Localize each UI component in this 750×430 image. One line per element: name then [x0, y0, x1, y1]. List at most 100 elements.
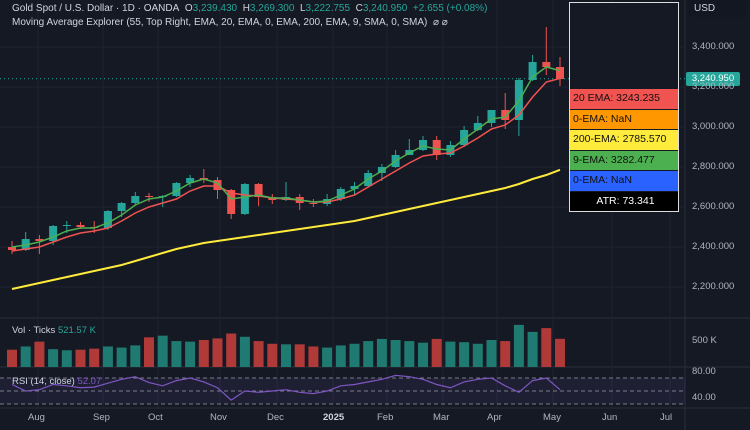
price-axis-tick: 3,400.000 — [692, 41, 735, 52]
candle-body — [487, 110, 496, 123]
volume-bar — [486, 340, 497, 367]
candle-body — [117, 203, 126, 211]
table-row: 0-EMA: NaN — [570, 108, 678, 129]
candle-body — [35, 239, 44, 241]
time-axis-tick: Jul — [660, 412, 673, 423]
candle-body — [336, 189, 345, 199]
volume-bar — [322, 347, 333, 367]
high-value: 3,269.300 — [249, 3, 295, 14]
ema200-line — [11, 168, 561, 290]
time-axis-tick: Feb — [377, 412, 394, 423]
volume-bar — [20, 346, 31, 367]
candle-body — [8, 247, 16, 250]
low-value: 3,222.755 — [305, 3, 351, 14]
volume-bar — [363, 341, 374, 367]
volume-bar — [472, 343, 483, 367]
table-header — [570, 3, 678, 88]
candle-body — [501, 110, 510, 120]
volume-bar — [376, 338, 387, 367]
volume-bar — [335, 345, 346, 367]
rsi-axis-tick: 40.00 — [692, 392, 716, 403]
volume-bar — [48, 349, 59, 367]
candle-body — [145, 196, 153, 197]
rsi-line — [11, 374, 561, 401]
candle-body — [49, 226, 58, 241]
time-axis-tick: Aug — [28, 412, 45, 423]
symbol-title: Gold Spot / U.S. Dollar · 1D · OANDA — [12, 3, 180, 14]
currency-button[interactable]: USD — [688, 0, 746, 17]
volume-axis-tick: 500 K — [692, 335, 717, 346]
volume-bar — [404, 341, 415, 367]
volume-bar — [294, 344, 305, 367]
candle-body — [76, 225, 85, 227]
volume-bar — [527, 331, 538, 367]
volume-bar — [212, 338, 223, 367]
volume-bar — [89, 348, 100, 367]
volume-bar — [239, 336, 250, 367]
candle-body — [556, 67, 564, 79]
candle-body — [254, 184, 263, 197]
price-axis-tick: 2,800.000 — [692, 161, 735, 172]
price-axis-tick: 2,200.000 — [692, 281, 735, 292]
candle-body — [213, 180, 222, 190]
volume-bar — [130, 345, 141, 367]
volume-bar — [445, 341, 456, 367]
candle-body — [240, 184, 249, 214]
candle-body — [528, 62, 537, 80]
price-axis-tick: 2,400.000 — [692, 241, 735, 252]
volume-bar — [116, 347, 127, 367]
candle-body — [350, 186, 359, 189]
time-axis-tick: Dec — [267, 412, 284, 423]
time-axis-tick: 2025 — [323, 412, 345, 423]
volume-bar — [61, 350, 72, 367]
time-axis-tick: Nov — [210, 412, 227, 423]
volume-bar — [541, 328, 552, 367]
volume-bar — [513, 324, 524, 367]
volume-bar — [157, 335, 168, 367]
candle-body — [432, 140, 441, 155]
time-axis-tick: Jun — [602, 412, 618, 423]
time-axis-tick: Oct — [148, 412, 163, 423]
price-axis-tick: 2,600.000 — [692, 201, 735, 212]
volume-bar — [267, 343, 278, 367]
candle-body — [131, 196, 140, 203]
time-axis-tick: Sep — [93, 412, 110, 423]
symbol-legend: Gold Spot / U.S. Dollar · 1D · OANDA O3,… — [12, 3, 488, 14]
volume-bar — [7, 349, 17, 367]
table-row: 20 EMA: 3243.235 — [570, 88, 678, 109]
table-row: ATR: 73.341 — [570, 190, 678, 211]
volume-legend: Vol · Ticks 521.57 K — [12, 325, 96, 336]
volume-bar — [102, 346, 113, 367]
open-value: 3,239.430 — [192, 3, 238, 14]
volume-bar — [281, 344, 291, 367]
candle-body — [62, 225, 71, 226]
candle-body — [309, 203, 318, 204]
volume-bar — [555, 338, 565, 367]
ema20-line — [11, 77, 561, 252]
volume-bar — [390, 340, 401, 367]
close-value: 3,240.950 — [362, 3, 408, 14]
rsi-axis-tick: 80.00 — [692, 366, 716, 377]
table-row: 0-EMA: NaN — [570, 170, 678, 191]
volume-bar — [418, 342, 428, 367]
last-price-tag: 3,240.950 — [686, 72, 740, 86]
volume-bar — [459, 342, 470, 367]
time-axis-tick: Mar — [433, 412, 450, 423]
candle-body — [542, 62, 551, 67]
ema9-line — [11, 66, 561, 248]
candle-body — [186, 178, 195, 183]
rsi-legend: RSI (14, close) 52.07 — [12, 376, 102, 387]
volume-bar — [500, 341, 511, 367]
price-axis-tick: 3,200.000 — [692, 81, 735, 92]
time-axis-tick: May — [543, 412, 561, 423]
indicator-legend[interactable]: Moving Average Explorer (55, Top Right, … — [12, 17, 448, 28]
volume-bar — [308, 346, 319, 367]
volume-bar — [226, 333, 237, 367]
table-row: 9-EMA: 3282.477 — [570, 149, 678, 170]
volume-bar — [198, 340, 209, 367]
visibility-icon[interactable]: ⌀ ⌀ — [432, 17, 448, 28]
candle-body — [377, 167, 386, 173]
candle-body — [172, 183, 181, 196]
volume-bar — [431, 338, 442, 367]
volume-bar — [185, 341, 196, 367]
